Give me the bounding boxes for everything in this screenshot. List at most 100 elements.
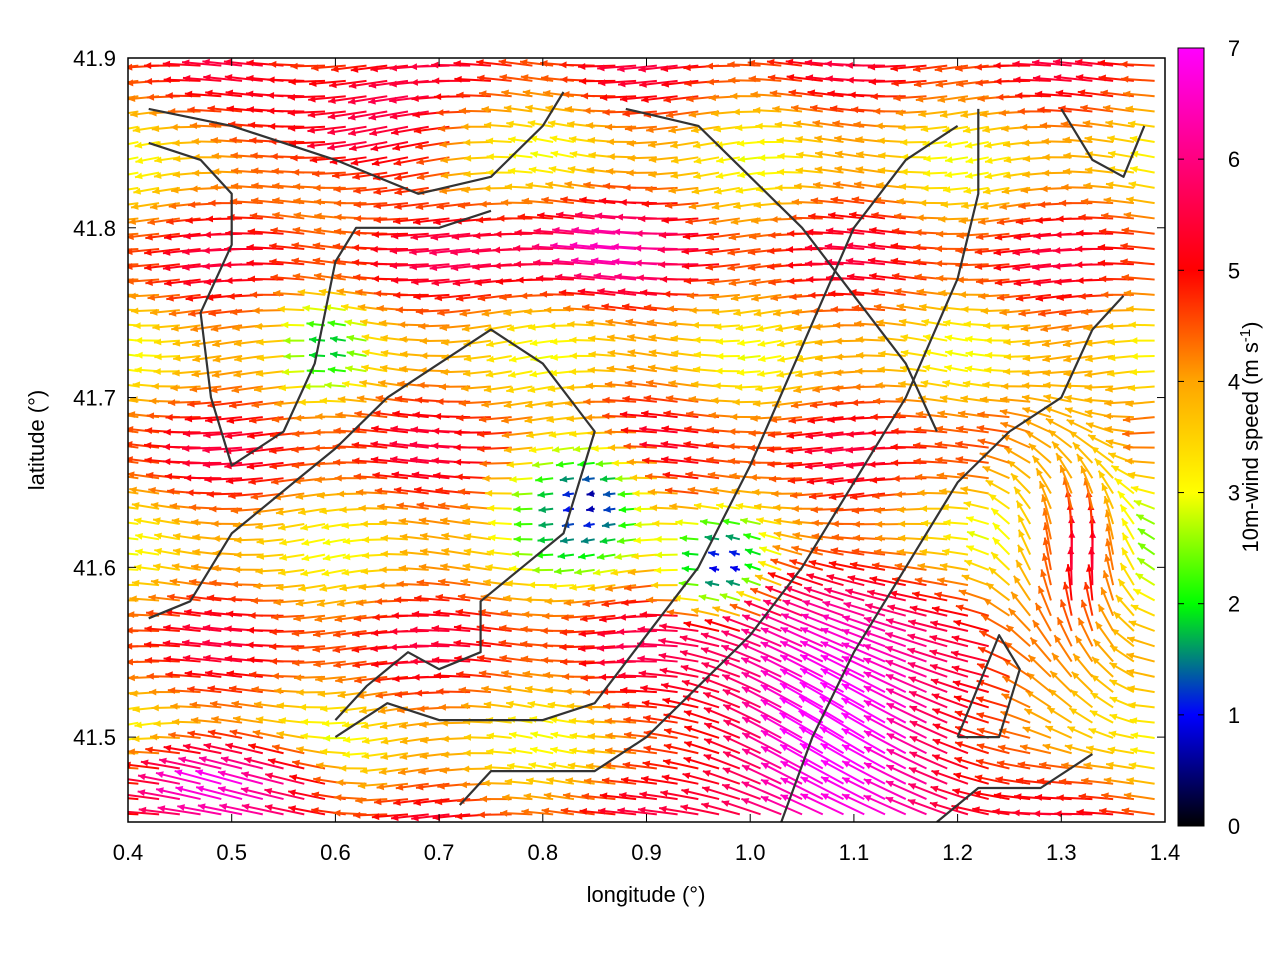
wind-arrow — [1031, 59, 1072, 67]
wind-arrow — [1126, 777, 1155, 785]
wind-arrow — [174, 769, 222, 785]
wind-arrow — [430, 232, 471, 241]
wind-arrow — [605, 318, 637, 327]
wind-arrow — [775, 324, 803, 333]
wind-arrow — [135, 532, 160, 541]
wind-arrow — [134, 171, 160, 180]
wind-arrow — [296, 688, 326, 696]
wind-arrow — [929, 801, 969, 816]
wind-arrow — [716, 352, 740, 360]
wind-arrow — [786, 431, 823, 440]
wind-arrow — [1040, 569, 1052, 601]
wind-arrow — [741, 686, 782, 709]
wind-arrow — [757, 560, 782, 571]
wind-arrow — [845, 242, 886, 250]
wind-arrow — [291, 168, 326, 176]
wind-arrow — [309, 156, 346, 164]
wind-arrow — [1038, 480, 1052, 510]
wind-arrow — [485, 137, 512, 145]
wind-arrow — [622, 395, 657, 403]
wind-arrow — [152, 323, 180, 331]
wind-arrow — [439, 517, 471, 526]
wind-arrow — [336, 779, 367, 787]
wind-arrow — [1041, 553, 1052, 586]
wind-arrow — [311, 64, 346, 72]
wind-arrow — [1122, 430, 1155, 438]
wind-arrow — [231, 700, 263, 709]
wind-arrow — [737, 155, 761, 163]
wind-arrow — [683, 621, 720, 632]
wind-arrow — [583, 521, 595, 529]
wind-arrow — [886, 748, 927, 770]
wind-arrow — [583, 777, 616, 785]
wind-arrow — [976, 662, 1010, 678]
wind-arrow — [907, 647, 948, 663]
wind-arrow — [483, 385, 512, 393]
wind-arrow — [840, 712, 886, 739]
wind-arrow — [966, 530, 990, 541]
wind-arrow — [662, 758, 699, 770]
wind-arrow — [1117, 490, 1135, 510]
wind-arrow — [1100, 586, 1115, 617]
wind-arrow — [683, 710, 720, 724]
wind-arrow — [243, 756, 284, 770]
wind-arrow — [931, 606, 969, 617]
wind-arrow — [569, 583, 595, 591]
wind-arrow — [711, 308, 740, 316]
wind-arrow — [918, 199, 948, 207]
wind-arrow — [729, 603, 761, 617]
wind-arrow — [232, 566, 263, 574]
wind-arrow — [164, 278, 201, 287]
wind-arrow — [780, 777, 824, 800]
wind-arrow — [790, 400, 823, 409]
wind-arrow — [1035, 467, 1052, 494]
wind-arrow — [203, 742, 243, 755]
wind-arrow — [1136, 557, 1156, 571]
wind-arrow — [513, 505, 533, 513]
wind-arrow — [580, 537, 595, 544]
wind-arrow — [1037, 309, 1072, 318]
wind-arrow — [416, 171, 450, 181]
wind-arrow — [830, 547, 865, 556]
wind-arrow — [789, 491, 823, 499]
wind-arrow — [486, 153, 512, 161]
wind-arrow — [599, 792, 637, 801]
wind-arrow — [485, 370, 512, 378]
wind-arrow — [175, 785, 222, 801]
wind-arrow — [914, 577, 948, 587]
wind-arrow — [577, 288, 616, 296]
wind-arrow — [627, 154, 657, 162]
wind-arrow — [241, 803, 284, 816]
wind-arrow — [873, 548, 906, 556]
wind-arrow — [1066, 418, 1093, 434]
wind-arrow — [266, 91, 305, 99]
wind-arrow — [569, 241, 616, 250]
wind-arrow — [528, 166, 554, 174]
wind-arrow — [1130, 337, 1155, 345]
wind-arrow — [974, 248, 1010, 256]
wind-arrow — [187, 400, 222, 408]
wind-arrow — [210, 136, 243, 144]
wind-arrow — [1097, 259, 1134, 267]
wind-arrow — [956, 232, 989, 240]
wind-arrow — [559, 536, 575, 544]
wind-arrow — [562, 792, 595, 801]
wind-arrow — [597, 807, 637, 816]
wind-arrow — [774, 121, 803, 129]
wind-arrow — [918, 303, 948, 312]
wind-arrow — [1024, 708, 1052, 724]
wind-arrow — [167, 687, 201, 695]
wind-arrow — [527, 385, 554, 394]
wind-arrow — [1110, 464, 1135, 480]
wind-arrow — [568, 368, 595, 376]
wind-arrow — [246, 243, 284, 251]
wind-arrow — [277, 305, 305, 313]
wind-arrow — [431, 640, 471, 648]
wind-arrow — [1013, 76, 1051, 84]
wind-arrow — [834, 135, 865, 144]
wind-arrow — [165, 671, 201, 679]
wind-arrow — [484, 763, 512, 771]
wind-arrow — [886, 702, 927, 724]
coastline-contours — [148, 91, 1146, 822]
wind-arrow — [1087, 434, 1114, 449]
